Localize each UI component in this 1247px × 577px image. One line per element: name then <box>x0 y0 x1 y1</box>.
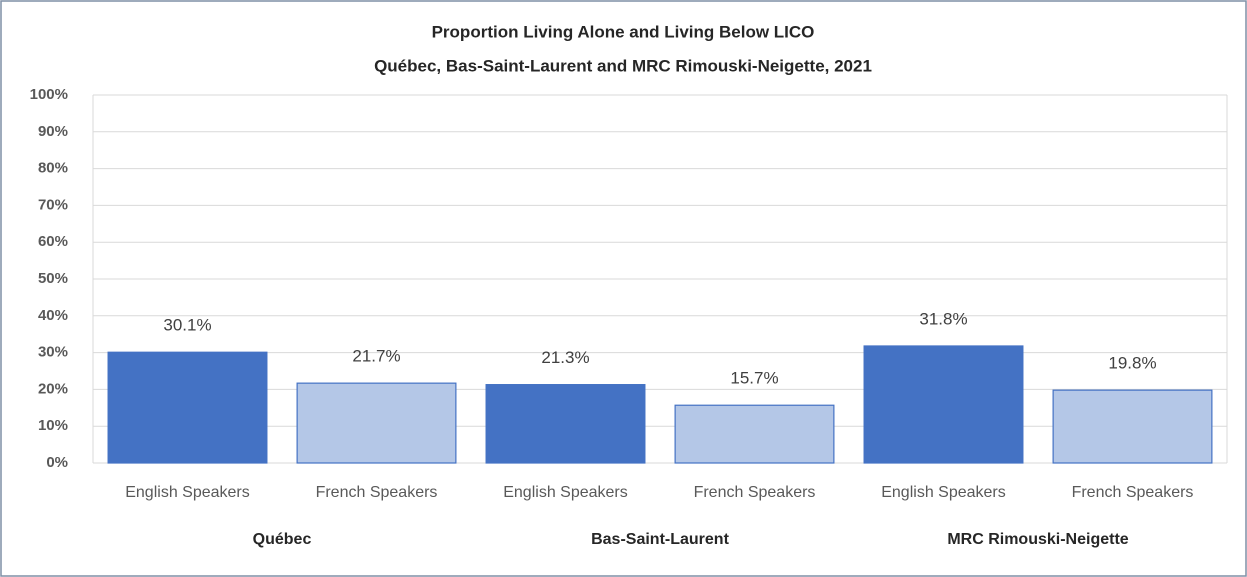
value-label: 19.8% <box>1108 354 1156 373</box>
y-tick-label: 30% <box>38 344 68 361</box>
group-label: Bas-Saint-Laurent <box>591 531 729 548</box>
chart-subtitle: Québec, Bas-Saint-Laurent and MRC Rimous… <box>374 56 872 75</box>
bar <box>107 351 268 464</box>
bar <box>485 384 646 464</box>
y-tick-label: 40% <box>38 307 68 324</box>
group-label: Québec <box>253 531 312 548</box>
value-label: 30.1% <box>163 316 211 335</box>
value-label: 15.7% <box>730 369 778 388</box>
x-tick-label: English Speakers <box>125 484 250 501</box>
bar <box>674 404 835 464</box>
x-tick-label: English Speakers <box>881 484 1006 501</box>
x-tick-label: French Speakers <box>1072 484 1194 501</box>
x-tick-label: French Speakers <box>316 484 438 501</box>
x-tick-label: English Speakers <box>503 484 628 501</box>
y-tick-label: 10% <box>38 417 68 434</box>
value-label: 21.3% <box>541 348 589 367</box>
y-tick-label: 100% <box>30 86 68 103</box>
y-tick-label: 80% <box>38 160 68 177</box>
y-tick-label: 50% <box>38 270 68 287</box>
bar <box>863 345 1024 464</box>
chart-title: Proportion Living Alone and Living Below… <box>432 22 815 41</box>
value-label: 31.8% <box>919 309 967 328</box>
y-tick-label: 60% <box>38 233 68 250</box>
y-tick-label: 70% <box>38 196 68 213</box>
group-label: MRC Rimouski-Neigette <box>947 531 1128 548</box>
y-tick-label: 0% <box>46 454 68 471</box>
value-label: 21.7% <box>352 347 400 366</box>
y-tick-label: 90% <box>38 123 68 140</box>
x-tick-label: French Speakers <box>694 484 816 501</box>
bar <box>1052 389 1213 464</box>
y-tick-label: 20% <box>38 380 68 397</box>
bar <box>296 382 457 464</box>
